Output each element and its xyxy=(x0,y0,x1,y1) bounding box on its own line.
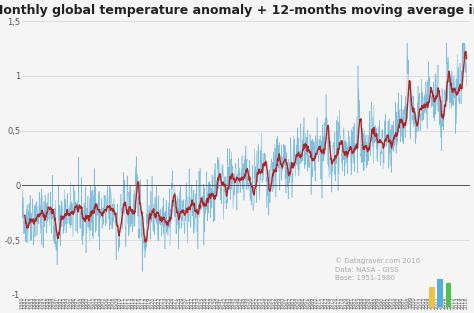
Bar xyxy=(446,283,451,307)
Bar xyxy=(438,279,443,307)
Title: Monthly global temperature anomaly + 12-months moving average in °C: Monthly global temperature anomaly + 12-… xyxy=(0,4,474,17)
Text: © Datagraver.com 2016
Data: NASA - GISS
Base: 1951-1980: © Datagraver.com 2016 Data: NASA - GISS … xyxy=(336,258,420,281)
Bar xyxy=(429,287,435,307)
